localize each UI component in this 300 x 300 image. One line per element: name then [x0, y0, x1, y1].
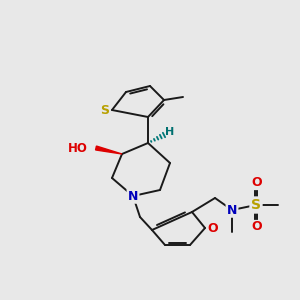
Text: S: S — [100, 103, 109, 116]
Text: H: H — [165, 127, 175, 137]
Text: S: S — [251, 198, 261, 212]
Polygon shape — [96, 146, 122, 154]
Text: N: N — [128, 190, 138, 202]
Text: O: O — [252, 220, 262, 233]
Text: HO: HO — [68, 142, 88, 154]
Text: O: O — [252, 176, 262, 190]
Text: O: O — [208, 221, 218, 235]
Text: N: N — [227, 203, 237, 217]
